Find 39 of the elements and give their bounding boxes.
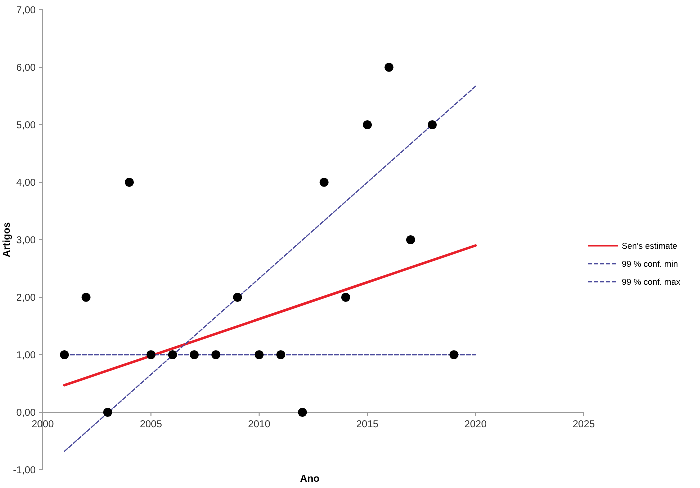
y-tick-label: 3,00 [16,236,36,246]
point [60,350,70,360]
point [384,62,394,72]
point [103,408,112,418]
x-tick-label: 2025 [572,420,596,430]
x-tick-label: 2000 [32,420,55,430]
y-axis-title: Artigos [2,222,13,258]
y-tick-label: 5,00 [16,120,36,132]
y-tick-label: 0,00 [16,408,36,419]
point [212,350,221,360]
point [146,350,156,360]
point [254,350,264,360]
point [428,120,438,130]
point [450,350,459,360]
point [190,350,199,360]
point [406,235,416,245]
point [320,178,329,188]
y-tick-label: -1,00 [13,466,36,476]
legend-label: Sen's estimate [622,240,678,251]
x-tick-label: 2010 [248,420,271,430]
point [82,292,91,302]
x-tick-label: 2020 [464,420,488,430]
y-tick-label: 6,00 [16,63,36,74]
point [168,350,178,360]
legend-label: 99 % conf. min [622,258,678,269]
x-axis-title: Ano [300,474,320,485]
x-tick-label: 2015 [356,420,380,430]
x-tick-label: 2005 [140,420,163,430]
y-tick-label: 2,00 [16,293,36,304]
point [341,292,350,302]
point [276,350,286,360]
point [363,120,372,130]
y-tick-label: 4,00 [16,178,36,189]
y-tick-label: 7,00 [16,6,36,16]
point [298,408,308,418]
point [233,292,242,302]
legend-label: 99 % conf. max [622,276,682,287]
y-tick-label: 1,00 [16,350,36,362]
point [125,178,134,188]
